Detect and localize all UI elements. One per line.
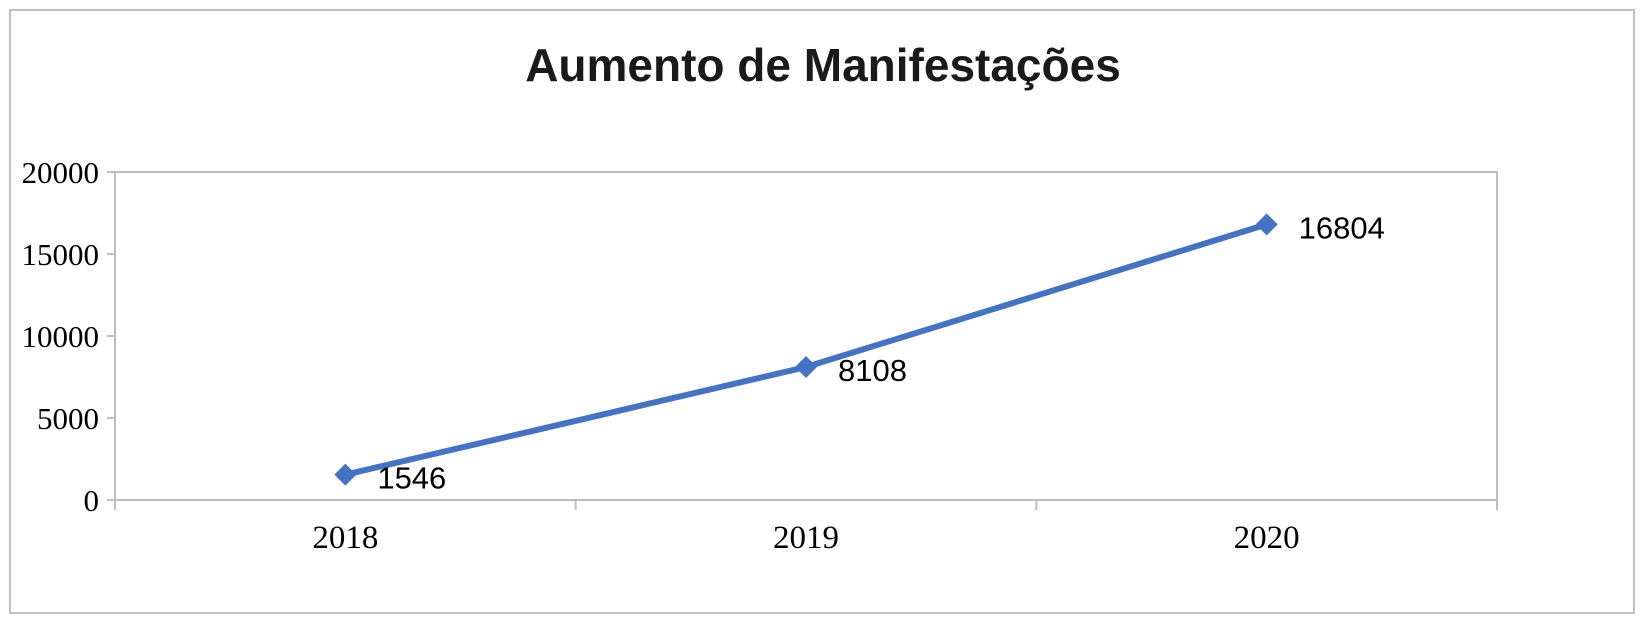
series-line bbox=[342, 221, 1270, 478]
y-axis-tick-label: 20000 bbox=[22, 155, 100, 190]
plot-area-border bbox=[114, 171, 1498, 501]
data-point-label: 1546 bbox=[377, 461, 446, 496]
x-axis-category-label: 2019 bbox=[773, 520, 839, 556]
x-axis-category-label: 2020 bbox=[1234, 520, 1300, 556]
data-point-label: 16804 bbox=[1299, 210, 1385, 245]
y-axis-tick-label: 10000 bbox=[22, 319, 100, 354]
x-axis-category-label: 2018 bbox=[312, 520, 378, 556]
data-point-marker bbox=[795, 356, 817, 379]
data-point-marker bbox=[334, 463, 357, 486]
y-axis-tick-label: 0 bbox=[84, 483, 100, 518]
y-axis-tick-label: 15000 bbox=[22, 237, 100, 272]
data-point-marker bbox=[1255, 213, 1278, 236]
y-axis-tick-label: 5000 bbox=[37, 401, 99, 436]
figure-border bbox=[9, 9, 1635, 614]
data-point-label: 8108 bbox=[838, 353, 907, 388]
chart-title: Aumento de Manifestações bbox=[525, 39, 1121, 91]
